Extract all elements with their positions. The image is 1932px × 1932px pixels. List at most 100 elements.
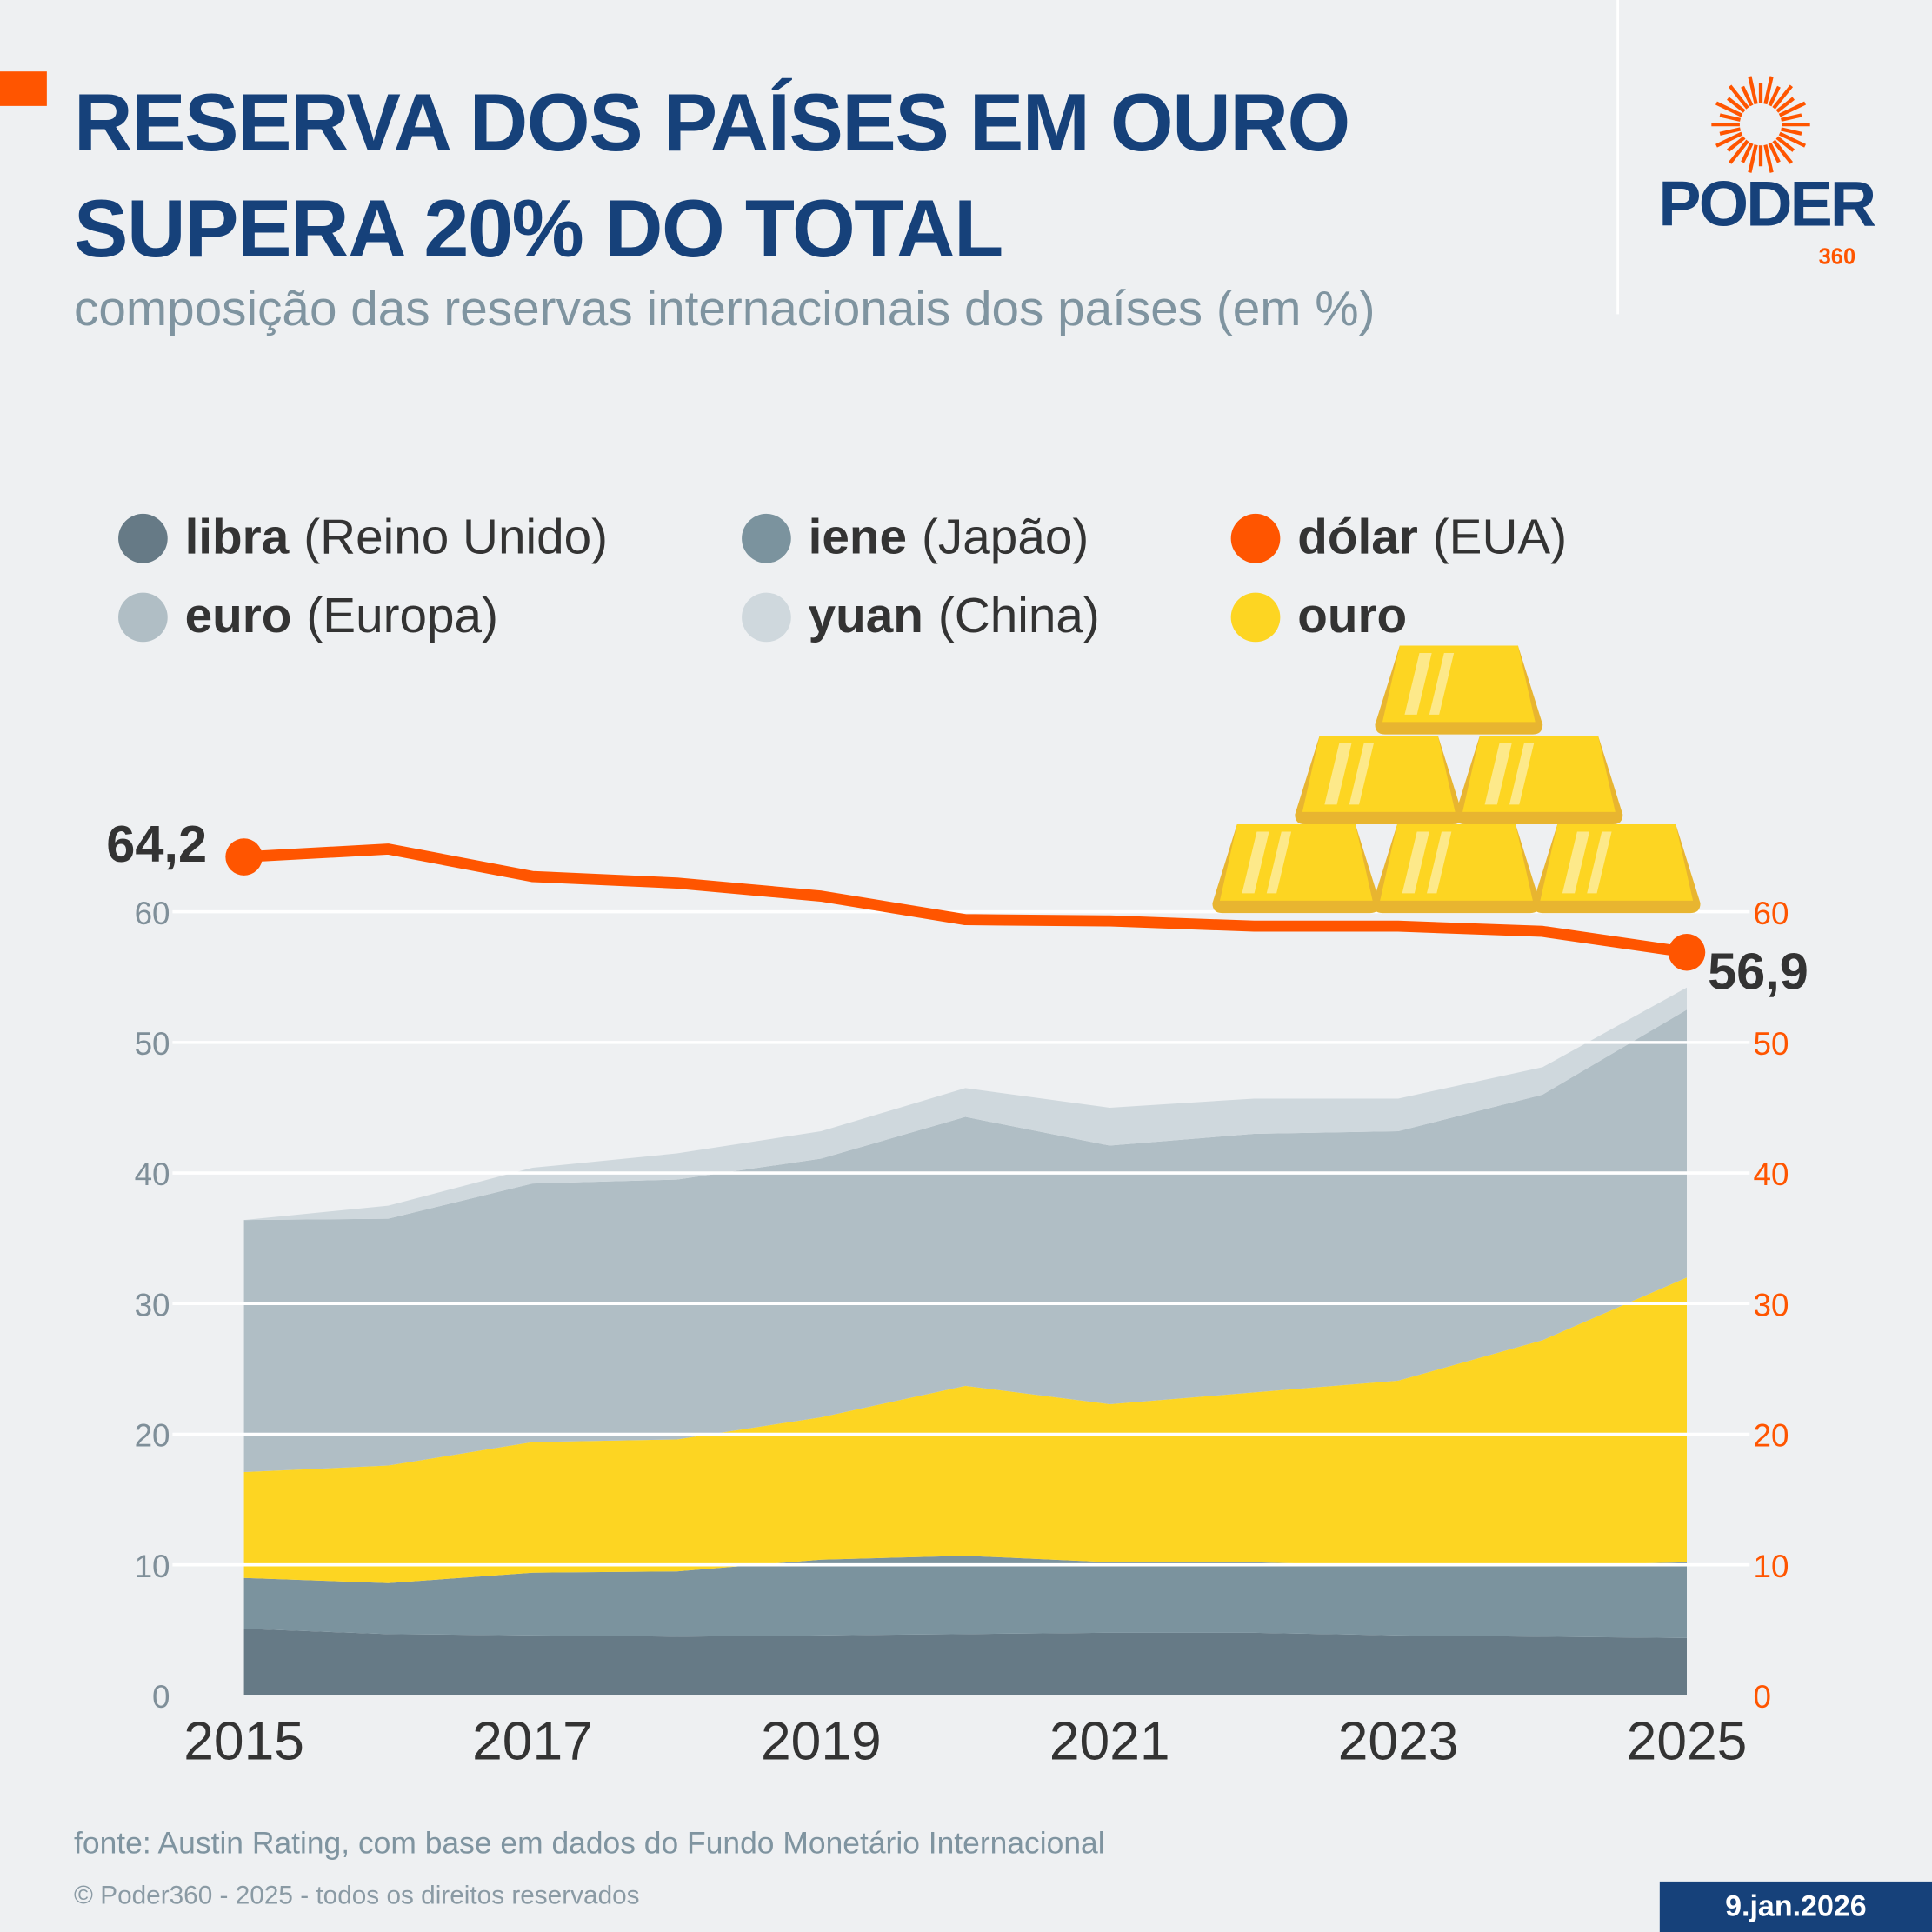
area-euro — [243, 1009, 1687, 1473]
legend-swatch — [118, 591, 168, 642]
y-tick-right: 60 — [1754, 896, 1789, 931]
legend-swatch — [118, 513, 168, 563]
page-title: RESERVA DOS PAÍSES EM OURO SUPERA 20% DO… — [74, 69, 1350, 281]
legend-item-yuan: yuan (China) — [742, 589, 1100, 644]
sun-ray — [1748, 76, 1758, 105]
x-tick-label: 2021 — [1049, 1712, 1170, 1772]
gold-bar-shine — [1562, 831, 1612, 894]
area-yuan — [243, 987, 1687, 1221]
gold-bar-face — [1219, 824, 1373, 901]
legend-label: ouro — [1297, 589, 1408, 643]
gold-bar-icon — [1372, 824, 1541, 914]
area-iene — [243, 1556, 1687, 1638]
copyright: © Poder360 - 2025 - todos os direitos re… — [74, 1881, 640, 1910]
dollar-point-first — [225, 838, 263, 876]
gold-bar-shine — [1324, 743, 1375, 805]
y-tick-left: 20 — [135, 1418, 170, 1454]
gold-bar-face — [1382, 645, 1536, 723]
y-tick-right: 20 — [1754, 1418, 1789, 1454]
sun-ray — [1719, 127, 1742, 136]
sun-ray — [1715, 101, 1743, 117]
x-tick-label: 2025 — [1627, 1712, 1748, 1772]
sun-ray — [1775, 136, 1795, 152]
legend-label: yuan — [808, 589, 923, 643]
legend-item-dolar: dólar (EUA) — [1230, 510, 1568, 566]
legend-label-detail: (EUA) — [1432, 510, 1568, 565]
y-tick-right: 50 — [1754, 1026, 1789, 1062]
logo-number: 360 — [1818, 243, 1856, 269]
legend-swatch — [1230, 513, 1281, 563]
dollar-line — [243, 843, 1688, 958]
x-tick-label: 2023 — [1338, 1712, 1459, 1772]
gold-bar-face — [1540, 824, 1694, 901]
divider — [1616, 0, 1620, 315]
logo-word: PODER — [1658, 169, 1876, 241]
gold-bar-shine — [1484, 743, 1535, 805]
sun-ray — [1772, 84, 1794, 110]
legend-label: libra — [184, 510, 290, 565]
gold-bar-shine — [1402, 831, 1452, 894]
sun-ray — [1772, 139, 1794, 164]
subtitle: composição das reservas internacionais d… — [74, 282, 1376, 336]
sun-ray — [1781, 113, 1802, 122]
y-tick-right: 40 — [1754, 1156, 1789, 1192]
dollar-point-last — [1668, 933, 1706, 971]
sun-ray — [1768, 85, 1781, 107]
legend-label: dólar — [1297, 510, 1418, 565]
sun-ray — [1775, 97, 1795, 113]
gold-bar-face — [1302, 736, 1456, 812]
legend-swatch — [742, 591, 791, 642]
legend-item-iene: iene (Japão) — [742, 510, 1089, 566]
y-tick-right: 30 — [1754, 1287, 1789, 1322]
y-tick-left: 0 — [152, 1679, 170, 1715]
legend-label-detail: (China) — [937, 589, 1100, 643]
legend-label-detail: (Europa) — [306, 589, 498, 643]
sun-ray — [1778, 131, 1807, 148]
area-ouro — [243, 1277, 1687, 1583]
data-label-last: 56,9 — [1708, 943, 1809, 1001]
sun-ray — [1741, 142, 1754, 163]
sun-ray — [1715, 131, 1743, 148]
title-line-1: RESERVA DOS PAÍSES EM OURO — [74, 76, 1350, 168]
legend-label: euro — [184, 589, 292, 643]
sun-ray — [1729, 139, 1749, 164]
sun-ray — [1768, 142, 1781, 163]
publish-date: 9.jan.2026 — [1659, 1881, 1932, 1932]
gold-bar-icon — [1375, 645, 1543, 735]
y-tick-left: 50 — [135, 1026, 170, 1062]
legend-label-detail: (Reino Unido) — [303, 510, 609, 565]
gold-bar-shine — [1404, 653, 1455, 715]
sun-ray — [1781, 127, 1802, 136]
sun-icon — [1711, 76, 1810, 173]
gold-bar-icon — [1455, 736, 1623, 825]
y-tick-left: 60 — [135, 896, 170, 931]
sun-ray — [1763, 144, 1774, 173]
sun-ray — [1763, 76, 1774, 105]
y-tick-left: 30 — [135, 1287, 170, 1322]
accent-mark — [0, 71, 47, 106]
y-tick-left: 10 — [135, 1549, 170, 1584]
x-tick-label: 2019 — [761, 1712, 882, 1772]
sun-ray — [1727, 97, 1746, 113]
source-note: fonte: Austin Rating, com base em dados … — [74, 1826, 1105, 1861]
sun-ray — [1719, 113, 1742, 122]
gold-bar-icon — [1532, 824, 1701, 914]
y-tick-right: 10 — [1754, 1549, 1789, 1584]
y-tick-right: 0 — [1754, 1679, 1771, 1715]
y-tick-left: 40 — [135, 1156, 170, 1192]
sun-ray — [1741, 85, 1754, 107]
area-libra — [243, 1629, 1687, 1695]
gold-bar-face — [1462, 736, 1616, 812]
gold-bar-face — [1380, 824, 1533, 901]
legend-item-libra: libra (Reino Unido) — [118, 510, 608, 566]
data-label-first: 64,2 — [106, 815, 207, 873]
gold-bar-icon — [1212, 824, 1381, 914]
legend-swatch — [1230, 591, 1281, 642]
legend-item-ouro: ouro — [1230, 589, 1422, 644]
sun-ray — [1727, 136, 1746, 152]
x-tick-label: 2017 — [472, 1712, 593, 1772]
x-tick-label: 2015 — [183, 1712, 304, 1772]
legend-swatch — [742, 513, 791, 563]
